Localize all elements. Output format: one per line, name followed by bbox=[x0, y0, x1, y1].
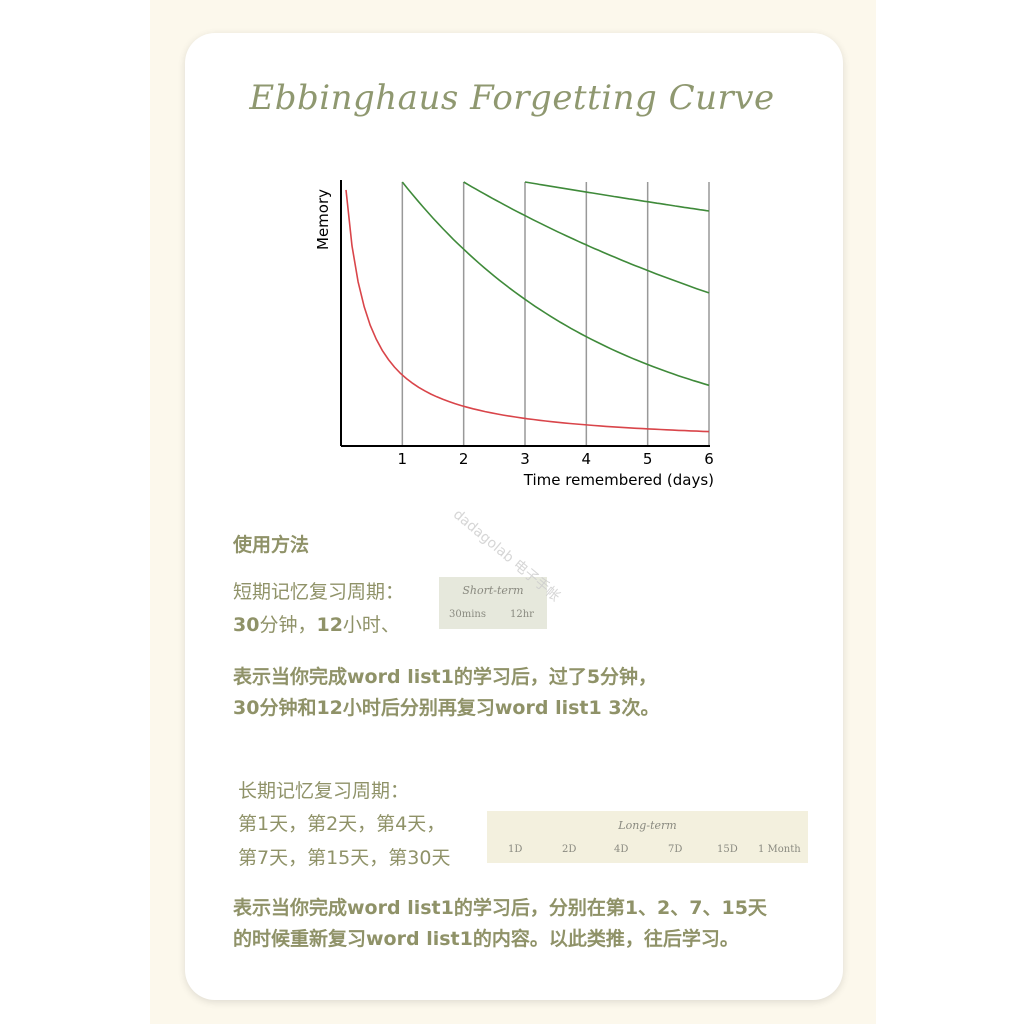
short-term-box-title: Short-term bbox=[462, 584, 524, 597]
initial-forgetting-curve bbox=[345, 189, 710, 433]
x-tick-label: 3 bbox=[520, 450, 530, 468]
interval-30: 30 bbox=[233, 614, 260, 636]
x-tick-label: 5 bbox=[643, 450, 653, 468]
review-curve bbox=[463, 181, 710, 294]
short-term-item: 30mins bbox=[449, 609, 486, 620]
y-axis-label: Memory bbox=[314, 189, 332, 250]
long-term-desc-1: 表示当你完成word list1的学习后，分别在第1、2、7、15天 bbox=[233, 897, 767, 919]
long-term-item: 2D bbox=[562, 844, 577, 855]
review-curve bbox=[524, 181, 710, 212]
usage-heading: 使用方法 bbox=[233, 534, 310, 556]
long-term-item: 4D bbox=[614, 844, 629, 855]
x-tick-label: 1 bbox=[398, 450, 408, 468]
long-term-item: 1 Month bbox=[758, 844, 801, 855]
short-term-label: 短期记忆复习周期： bbox=[233, 581, 405, 603]
long-term-label: 长期记忆复习周期： bbox=[238, 780, 410, 802]
long-term-item: 7D bbox=[668, 844, 683, 855]
x-tick-label: 4 bbox=[582, 450, 592, 468]
long-term-line-1: 第1天，第2天，第4天， bbox=[238, 813, 446, 835]
review-curve bbox=[401, 181, 710, 387]
short-term-desc-1: 表示当你完成word list1的学习后，过了5分钟， bbox=[233, 666, 658, 688]
interval-min: 分钟， bbox=[259, 614, 317, 636]
interval-hr: 小时、 bbox=[342, 614, 400, 636]
long-term-line-2: 第7天，第15天，第30天 bbox=[238, 847, 451, 869]
long-term-desc-2: 的时候重新复习word list1的内容。以此类推，往后学习。 bbox=[233, 928, 739, 950]
long-term-item: 15D bbox=[717, 844, 738, 855]
x-tick-label: 6 bbox=[704, 450, 714, 468]
long-term-box-title: Long-term bbox=[618, 819, 677, 832]
x-tick-label: 2 bbox=[459, 450, 469, 468]
long-term-item: 1D bbox=[508, 844, 523, 855]
interval-12: 12 bbox=[316, 614, 343, 636]
forgetting-curve-chart: 1 2 3 4 5 6 Memory Time remembered (days) bbox=[314, 180, 714, 489]
short-term-box: Short-term 30mins 12hr bbox=[439, 577, 547, 629]
x-axis-label: Time remembered (days) bbox=[523, 471, 714, 489]
short-term-item: 12hr bbox=[510, 609, 534, 620]
long-term-box: Long-term 1D 2D 4D 7D 15D 1 Month bbox=[487, 811, 808, 863]
short-term-intervals: 30分钟，12小时、 bbox=[233, 610, 400, 637]
page-title: Ebbinghaus Forgetting Curve bbox=[249, 78, 775, 118]
short-term-desc-2: 30分钟和12小时后分别再复习word list1 3次。 bbox=[233, 697, 660, 719]
